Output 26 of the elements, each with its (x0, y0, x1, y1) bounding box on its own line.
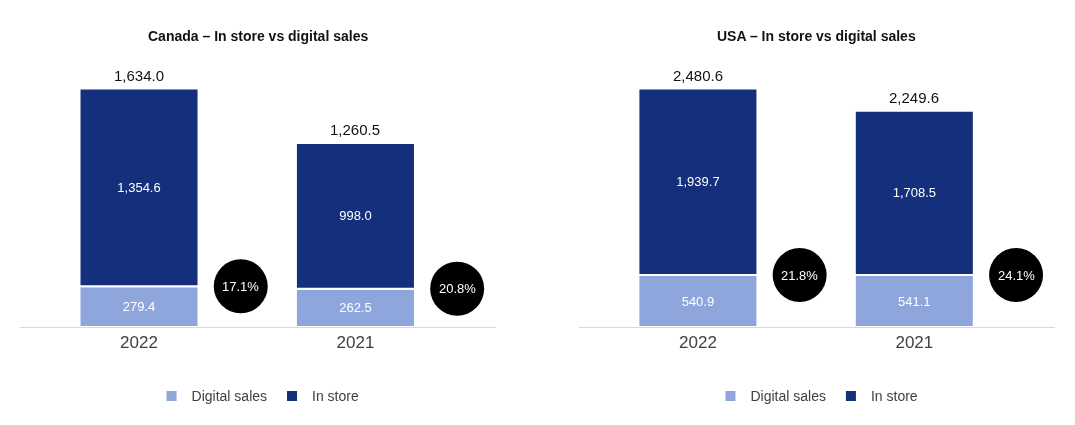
x-tick-label: 2021 (895, 333, 934, 353)
chart-title: Canada – In store vs digital sales (148, 28, 369, 44)
total-label: 2,480.6 (673, 67, 724, 84)
annotation: 17.1% (222, 279, 260, 294)
annotation: 24.1% (998, 268, 1036, 283)
data-label: 262.5 (339, 300, 372, 316)
total-label: 1,634.0 (114, 67, 165, 84)
data-label: 279.4 (122, 299, 156, 315)
data-label: 1,708.5 (892, 185, 937, 201)
annotation: 21.8% (781, 268, 819, 283)
legend-label: Digital sales (750, 388, 826, 405)
data-label: 1,939.7 (676, 174, 720, 190)
x-tick-label: 2021 (336, 333, 375, 353)
x-tick-label: 2022 (679, 333, 717, 353)
total-label: 2,249.6 (889, 89, 940, 106)
total-label: 1,260.5 (330, 121, 381, 138)
x-tick-label: 2022 (120, 333, 158, 353)
data-label: 998.0 (339, 208, 372, 224)
legend-label: Digital sales (191, 388, 268, 405)
legend-label: In store (312, 388, 359, 405)
legend-label: In store (870, 388, 918, 405)
chart-title: USA – In store vs digital sales (717, 28, 916, 44)
data-label: 541.1 (898, 293, 931, 309)
data-label: 540.9 (681, 293, 715, 309)
annotation: 20.8% (439, 281, 477, 296)
data-label: 1,354.6 (117, 179, 161, 195)
